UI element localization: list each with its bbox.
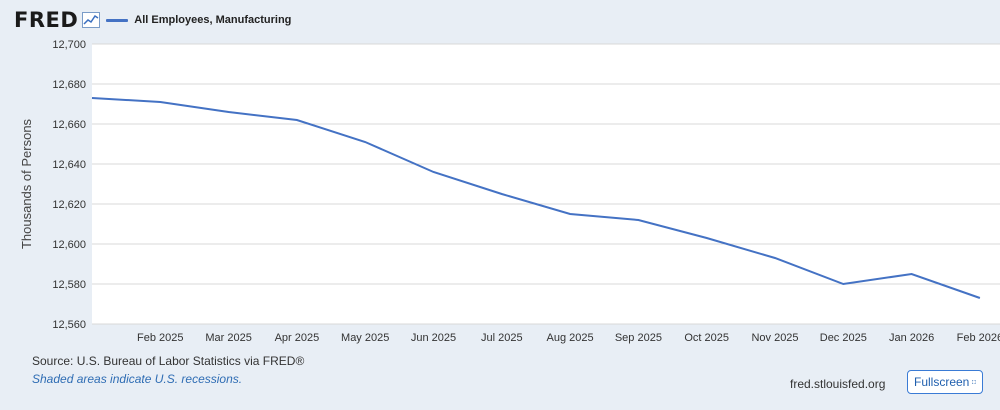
series-line (91, 97, 981, 299)
legend-swatch (106, 18, 129, 22)
y-axis-ticks: 12,560 12,580 12,600 12,620 12,640 12,660 12,6… (52, 39, 86, 331)
y-tick-label: 12,660 (52, 119, 86, 131)
y-tick-label: 12,680 (52, 79, 86, 91)
data-point[interactable] (840, 281, 846, 287)
x-tick-label: Aug 2025 (547, 332, 594, 344)
chart-header: FRED All Employees, Manufacturing (14, 6, 291, 34)
gridlines (92, 43, 1000, 325)
expand-icon (972, 380, 976, 384)
x-tick-label: Jul 2025 (481, 332, 523, 344)
y-tick-label: 12,640 (52, 159, 86, 171)
data-point[interactable] (977, 295, 983, 301)
data-point[interactable] (772, 255, 778, 261)
y-tick-label: 12,620 (52, 199, 86, 211)
y-tick-label: 12,580 (52, 279, 86, 291)
data-point[interactable] (157, 99, 163, 105)
data-point[interactable] (431, 169, 437, 175)
y-axis-label: Thousands of Persons (19, 118, 34, 249)
x-tick-label: Sep 2025 (615, 332, 662, 344)
x-tick-label: Feb 2025 (137, 332, 183, 344)
x-tick-label: Nov 2025 (751, 332, 798, 344)
data-point[interactable] (89, 95, 95, 101)
legend-label: All Employees, Manufacturing (134, 14, 292, 26)
x-tick-label: Jun 2025 (411, 332, 456, 344)
y-tick-label: 12,560 (52, 319, 86, 331)
x-axis-ticks: Feb 2025 Mar 2025 Apr 2025 May 2025 Jun 2025… (137, 332, 1000, 344)
recession-note[interactable]: Shaded areas indicate U.S. recessions. (32, 372, 243, 386)
fred-logo[interactable]: FRED (14, 8, 79, 32)
x-tick-label: Apr 2025 (275, 332, 320, 344)
data-point[interactable] (567, 211, 573, 217)
source-text: Source: U.S. Bureau of Labor Statistics … (32, 354, 305, 368)
x-tick-label: Feb 2026 (957, 332, 1000, 344)
x-tick-label: May 2025 (341, 332, 389, 344)
data-point[interactable] (362, 139, 368, 145)
data-point[interactable] (909, 271, 915, 277)
data-point[interactable] (499, 191, 505, 197)
x-tick-label: Oct 2025 (684, 332, 729, 344)
y-tick-label: 12,600 (52, 239, 86, 251)
data-point[interactable] (635, 217, 641, 223)
data-point[interactable] (294, 117, 300, 123)
site-url[interactable]: fred.stlouisfed.org (790, 377, 886, 391)
data-point[interactable] (704, 235, 710, 241)
fullscreen-button[interactable]: Fullscreen (907, 370, 983, 394)
fullscreen-label: Fullscreen (914, 375, 970, 389)
line-chart-icon (82, 12, 101, 28)
data-point[interactable] (226, 109, 232, 115)
x-tick-label: Mar 2025 (205, 332, 251, 344)
x-tick-label: Dec 2025 (820, 332, 867, 344)
plot-area (92, 44, 1000, 324)
x-tick-label: Jan 2026 (889, 332, 934, 344)
y-tick-label: 12,700 (52, 39, 86, 51)
line-chart: 12,560 12,580 12,600 12,620 12,640 12,660 12,6… (19, 39, 1000, 344)
